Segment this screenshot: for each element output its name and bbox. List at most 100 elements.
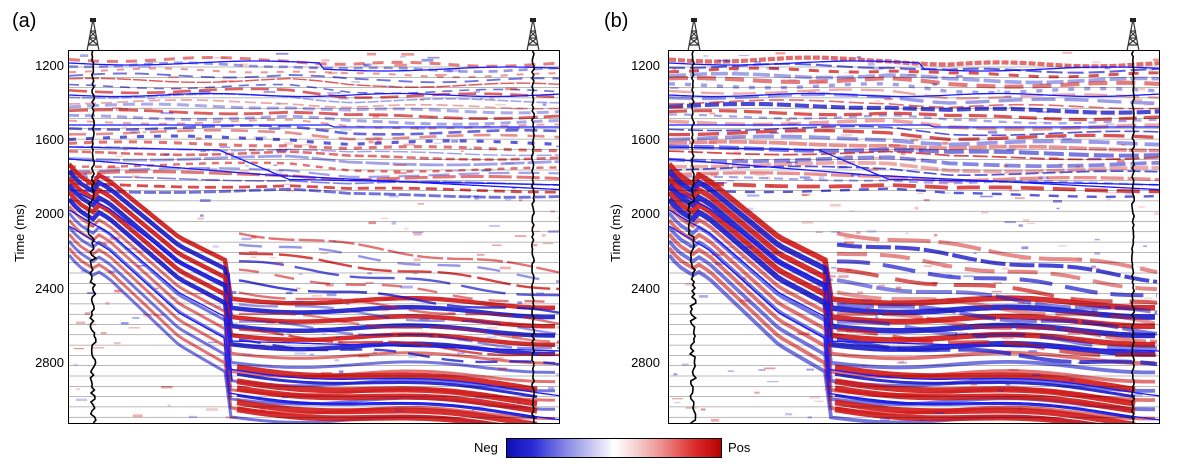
noise-speck bbox=[372, 351, 377, 354]
noise-speck bbox=[921, 410, 931, 414]
seismic-noise bbox=[669, 51, 1159, 422]
noise-speck bbox=[429, 335, 436, 338]
noise-speck bbox=[275, 52, 289, 55]
noise-speck bbox=[214, 305, 222, 308]
noise-speck bbox=[417, 202, 424, 205]
shallow-reflector bbox=[669, 99, 1159, 110]
noise-speck bbox=[76, 321, 86, 324]
noise-speck bbox=[368, 221, 377, 225]
noise-speck bbox=[747, 207, 754, 211]
noise-speck bbox=[404, 227, 409, 230]
noise-speck bbox=[169, 297, 178, 299]
noise-speck bbox=[113, 342, 121, 345]
noise-speck bbox=[143, 313, 153, 317]
noise-speck bbox=[883, 186, 890, 188]
noise-speck bbox=[384, 374, 391, 377]
noise-speck bbox=[394, 409, 405, 412]
noise-speck bbox=[296, 287, 301, 290]
noise-speck bbox=[1018, 407, 1023, 411]
noise-speck bbox=[875, 100, 881, 102]
noise-speck bbox=[770, 252, 778, 255]
noise-speck bbox=[1153, 58, 1159, 61]
noise-speck bbox=[376, 140, 382, 144]
noise-speck bbox=[400, 56, 406, 58]
colorbar-pos-label: Pos bbox=[728, 440, 751, 455]
noise-speck bbox=[880, 418, 890, 421]
noise-speck bbox=[1091, 309, 1098, 312]
shallow-reflector bbox=[69, 67, 559, 79]
colorbar-neg-label: Neg bbox=[474, 440, 498, 455]
noise-speck bbox=[197, 217, 204, 220]
noise-speck bbox=[76, 388, 80, 391]
noise-speck bbox=[265, 321, 276, 324]
noise-speck bbox=[754, 61, 761, 64]
noise-speck bbox=[420, 99, 424, 101]
noise-speck bbox=[895, 286, 902, 290]
noise-speck bbox=[1017, 302, 1025, 304]
deep-reflector bbox=[834, 378, 1136, 407]
right-well-log bbox=[530, 51, 536, 423]
noise-speck bbox=[671, 105, 683, 109]
noise-speck bbox=[163, 153, 171, 156]
noise-speck bbox=[222, 358, 227, 362]
noise-speck bbox=[988, 130, 998, 134]
noise-speck bbox=[1004, 221, 1016, 224]
noise-speck bbox=[801, 193, 811, 196]
noise-speck bbox=[196, 137, 202, 140]
noise-speck bbox=[715, 262, 724, 265]
noise-speck bbox=[1018, 258, 1027, 261]
noise-speck bbox=[1137, 266, 1147, 268]
noise-speck bbox=[1096, 110, 1108, 113]
noise-speck bbox=[87, 291, 95, 295]
noise-speck bbox=[699, 295, 709, 298]
noise-speck bbox=[758, 369, 766, 371]
noise-speck bbox=[1062, 51, 1073, 54]
noise-speck bbox=[1076, 257, 1082, 261]
noise-speck bbox=[942, 266, 947, 269]
noise-speck bbox=[108, 270, 116, 273]
noise-speck bbox=[298, 273, 303, 275]
noise-speck bbox=[685, 407, 697, 409]
noise-speck bbox=[284, 142, 293, 145]
noise-speck bbox=[396, 334, 407, 337]
noise-speck bbox=[242, 353, 253, 355]
noise-speck bbox=[239, 170, 249, 174]
noise-speck bbox=[457, 352, 465, 354]
panel-b-tick-2800: 2800 bbox=[631, 355, 660, 370]
deep-reflector bbox=[834, 372, 1136, 399]
noise-speck bbox=[789, 255, 799, 259]
noise-speck bbox=[844, 237, 851, 240]
mid-reflector bbox=[836, 259, 1158, 298]
noise-speck bbox=[914, 206, 919, 210]
horizon-line bbox=[669, 146, 1159, 186]
shallow-reflector bbox=[669, 165, 1159, 177]
shallow-reflector bbox=[669, 187, 1159, 199]
noise-speck bbox=[403, 143, 415, 146]
noise-speck bbox=[1031, 373, 1041, 377]
noise-speck bbox=[831, 266, 837, 269]
right-well-log bbox=[1130, 51, 1136, 423]
noise-speck bbox=[873, 67, 884, 70]
noise-speck bbox=[253, 136, 267, 139]
structural-reflector bbox=[669, 225, 1155, 393]
noise-speck bbox=[838, 275, 849, 278]
noise-speck bbox=[1137, 205, 1145, 208]
shallow-reflector bbox=[69, 87, 559, 100]
noise-speck bbox=[474, 197, 479, 201]
noise-speck bbox=[1053, 200, 1062, 203]
noise-speck bbox=[1001, 337, 1014, 339]
noise-speck bbox=[1132, 98, 1143, 102]
noise-speck bbox=[807, 91, 817, 94]
shallow-reflector bbox=[669, 180, 1159, 194]
noise-speck bbox=[833, 297, 845, 301]
panel-a-left-derrick-icon bbox=[85, 18, 101, 52]
shallow-reflector bbox=[669, 88, 1159, 100]
shallow-reflector bbox=[69, 176, 559, 187]
noise-speck bbox=[840, 59, 852, 62]
structural-reflector bbox=[69, 162, 555, 311]
noise-speck bbox=[1112, 401, 1123, 403]
noise-speck bbox=[1038, 176, 1049, 180]
noise-speck bbox=[767, 176, 771, 180]
mid-reflector bbox=[238, 291, 559, 325]
noise-speck bbox=[684, 283, 694, 286]
